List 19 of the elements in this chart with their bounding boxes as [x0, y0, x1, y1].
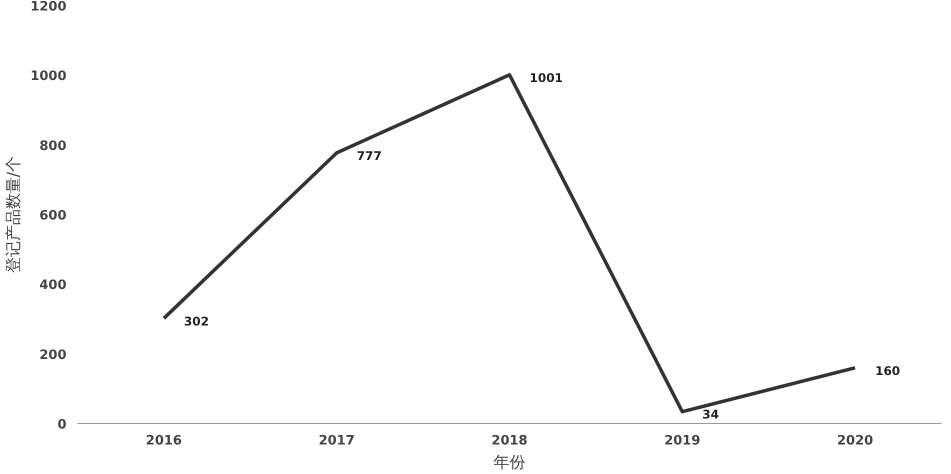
- x-axis-title: 年份: [494, 452, 526, 472]
- x-tick-label: 2018: [491, 434, 528, 448]
- data-label: 777: [356, 148, 382, 163]
- y-tick-label: 400: [39, 278, 67, 294]
- y-axis-title: 登记产品数量/个: [3, 156, 22, 274]
- y-tick-label: 600: [39, 208, 67, 224]
- y-tick-label: 0: [57, 418, 66, 432]
- x-tick-label: 2019: [664, 434, 700, 448]
- data-label: 1001: [530, 70, 563, 85]
- x-tick-label: 2020: [837, 434, 874, 448]
- data-label: 160: [875, 364, 900, 378]
- y-tick-label: 800: [39, 138, 67, 154]
- x-tick-label: 2017: [318, 434, 355, 448]
- y-tick-label: 200: [39, 348, 67, 363]
- y-tick-label: 1000: [30, 69, 67, 84]
- data-label: 34: [702, 408, 720, 422]
- data-label: 302: [184, 314, 209, 328]
- x-tick-label: 2016: [146, 434, 182, 448]
- y-tick-label: 1200: [30, 0, 67, 14]
